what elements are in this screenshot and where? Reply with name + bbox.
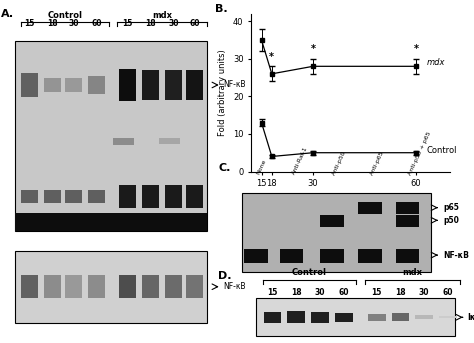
Text: IκBα: IκBα (467, 313, 474, 322)
Bar (358, 249, 382, 263)
Bar (15, 213, 207, 231)
Text: D.: D. (218, 271, 231, 281)
Bar (368, 314, 386, 321)
Text: NF-κB: NF-κB (443, 251, 469, 260)
Bar (256, 298, 455, 336)
Text: B.: B. (215, 4, 228, 14)
Text: 60: 60 (338, 288, 349, 297)
Bar (142, 70, 159, 100)
Bar (392, 313, 410, 321)
Bar (165, 185, 182, 208)
Bar (396, 215, 419, 227)
Bar (88, 275, 105, 298)
Text: p65: p65 (443, 203, 459, 212)
Bar (320, 215, 344, 227)
Text: None: None (256, 159, 267, 176)
Bar (65, 79, 82, 92)
Text: 18: 18 (291, 288, 301, 297)
Text: NF-κB: NF-κB (224, 81, 246, 90)
Text: 18: 18 (47, 19, 58, 28)
Text: 15: 15 (25, 19, 35, 28)
Text: Anti-Raf-1: Anti-Raf-1 (292, 146, 309, 176)
Text: 15: 15 (372, 288, 382, 297)
Bar (65, 190, 82, 203)
Text: mdx: mdx (152, 11, 172, 20)
Bar (88, 190, 105, 203)
Bar (396, 249, 419, 263)
Text: Control: Control (292, 268, 327, 277)
Bar (15, 42, 207, 231)
Text: 18: 18 (395, 288, 406, 297)
Bar (358, 202, 382, 214)
Bar (415, 316, 433, 319)
Bar (186, 70, 203, 100)
Text: 30: 30 (168, 19, 179, 28)
Bar (280, 249, 303, 263)
Bar (113, 138, 134, 145)
Bar (396, 202, 419, 214)
Text: 30: 30 (315, 288, 325, 297)
Text: mdx: mdx (426, 58, 445, 67)
Text: *: * (310, 44, 316, 54)
Text: mdx: mdx (402, 268, 422, 277)
Bar (45, 78, 61, 92)
Bar (244, 249, 268, 263)
Text: Anti-p50: Anti-p50 (332, 150, 347, 176)
Bar (165, 275, 182, 298)
Text: A.: A. (0, 9, 14, 19)
Text: 60: 60 (91, 19, 102, 28)
Bar (15, 250, 207, 323)
Text: 30: 30 (68, 19, 79, 28)
Bar (119, 69, 136, 102)
Bar (21, 73, 38, 97)
Text: 18: 18 (146, 19, 156, 28)
Bar (186, 275, 203, 298)
Bar (142, 275, 159, 298)
Text: p50: p50 (443, 216, 459, 225)
Bar (142, 185, 159, 208)
Text: 15: 15 (267, 288, 278, 297)
Bar (119, 185, 136, 208)
X-axis label: Days →: Days → (334, 194, 367, 203)
Bar (287, 311, 305, 323)
Text: *: * (413, 44, 419, 54)
Bar (186, 185, 203, 208)
Bar (335, 312, 353, 322)
Bar (439, 316, 457, 318)
Text: *: * (269, 52, 274, 62)
Text: C.: C. (218, 163, 230, 173)
Bar (45, 275, 61, 298)
Bar (159, 138, 180, 144)
Bar (21, 275, 38, 298)
Text: Control: Control (426, 146, 457, 155)
Text: 15: 15 (123, 19, 133, 28)
Text: Anti-p65: Anti-p65 (370, 150, 385, 176)
Text: Control: Control (48, 11, 83, 20)
Bar (165, 70, 182, 100)
Text: NF-κB: NF-κB (224, 282, 246, 291)
Text: 60: 60 (189, 19, 200, 28)
Bar (21, 190, 38, 203)
Bar (45, 190, 61, 203)
Y-axis label: Fold (arbitrary units): Fold (arbitrary units) (219, 49, 228, 136)
Bar (320, 249, 344, 263)
Bar (242, 193, 431, 272)
Bar (311, 312, 329, 322)
Bar (65, 275, 82, 298)
Text: 60: 60 (443, 288, 453, 297)
Bar (119, 275, 136, 298)
Bar (264, 311, 282, 323)
Text: 30: 30 (419, 288, 429, 297)
Text: Anti-p50 + p65: Anti-p50 + p65 (408, 131, 432, 176)
Bar (88, 76, 105, 94)
